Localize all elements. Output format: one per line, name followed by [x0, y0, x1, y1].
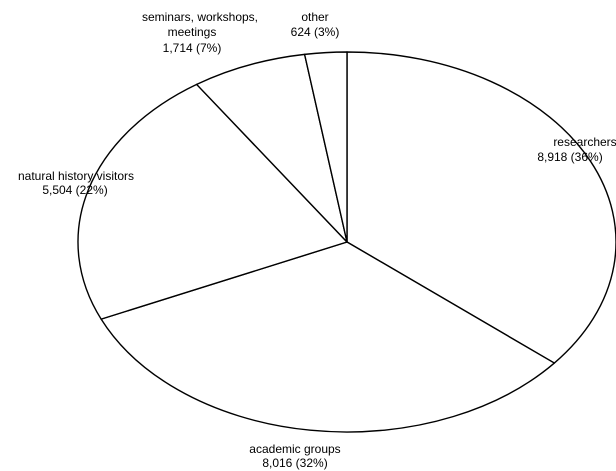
slice-value-natural-history-visitors: 5,504 (22%)	[42, 183, 107, 197]
pie-slice-natural-history-visitors	[77, 83, 348, 320]
slice-label-natural-history-visitors: natural history visitors	[18, 169, 134, 183]
slice-value-academic-groups: 8,016 (32%)	[262, 456, 327, 470]
slice-value-other: 624 (3%)	[291, 25, 340, 39]
slice-label-academic-groups: academic groups	[249, 442, 340, 456]
slice-label-seminars-line-2: meetings	[168, 25, 217, 39]
slice-label-researchers: researchers	[553, 135, 616, 149]
pie-slices	[77, 51, 616, 433]
slice-label-other: other	[301, 10, 328, 24]
slice-value-seminars: 1,714 (7%)	[163, 41, 222, 55]
pie-slice-researchers	[346, 51, 616, 364]
pie-slice-seminars-workshops-meetings	[195, 53, 348, 243]
pie-slice-academic-groups	[100, 241, 556, 433]
pie-slice-other	[303, 51, 348, 243]
slice-label-seminars-line-1: seminars, workshops,	[142, 10, 258, 24]
slice-value-researchers: 8,918 (36%)	[537, 150, 602, 164]
